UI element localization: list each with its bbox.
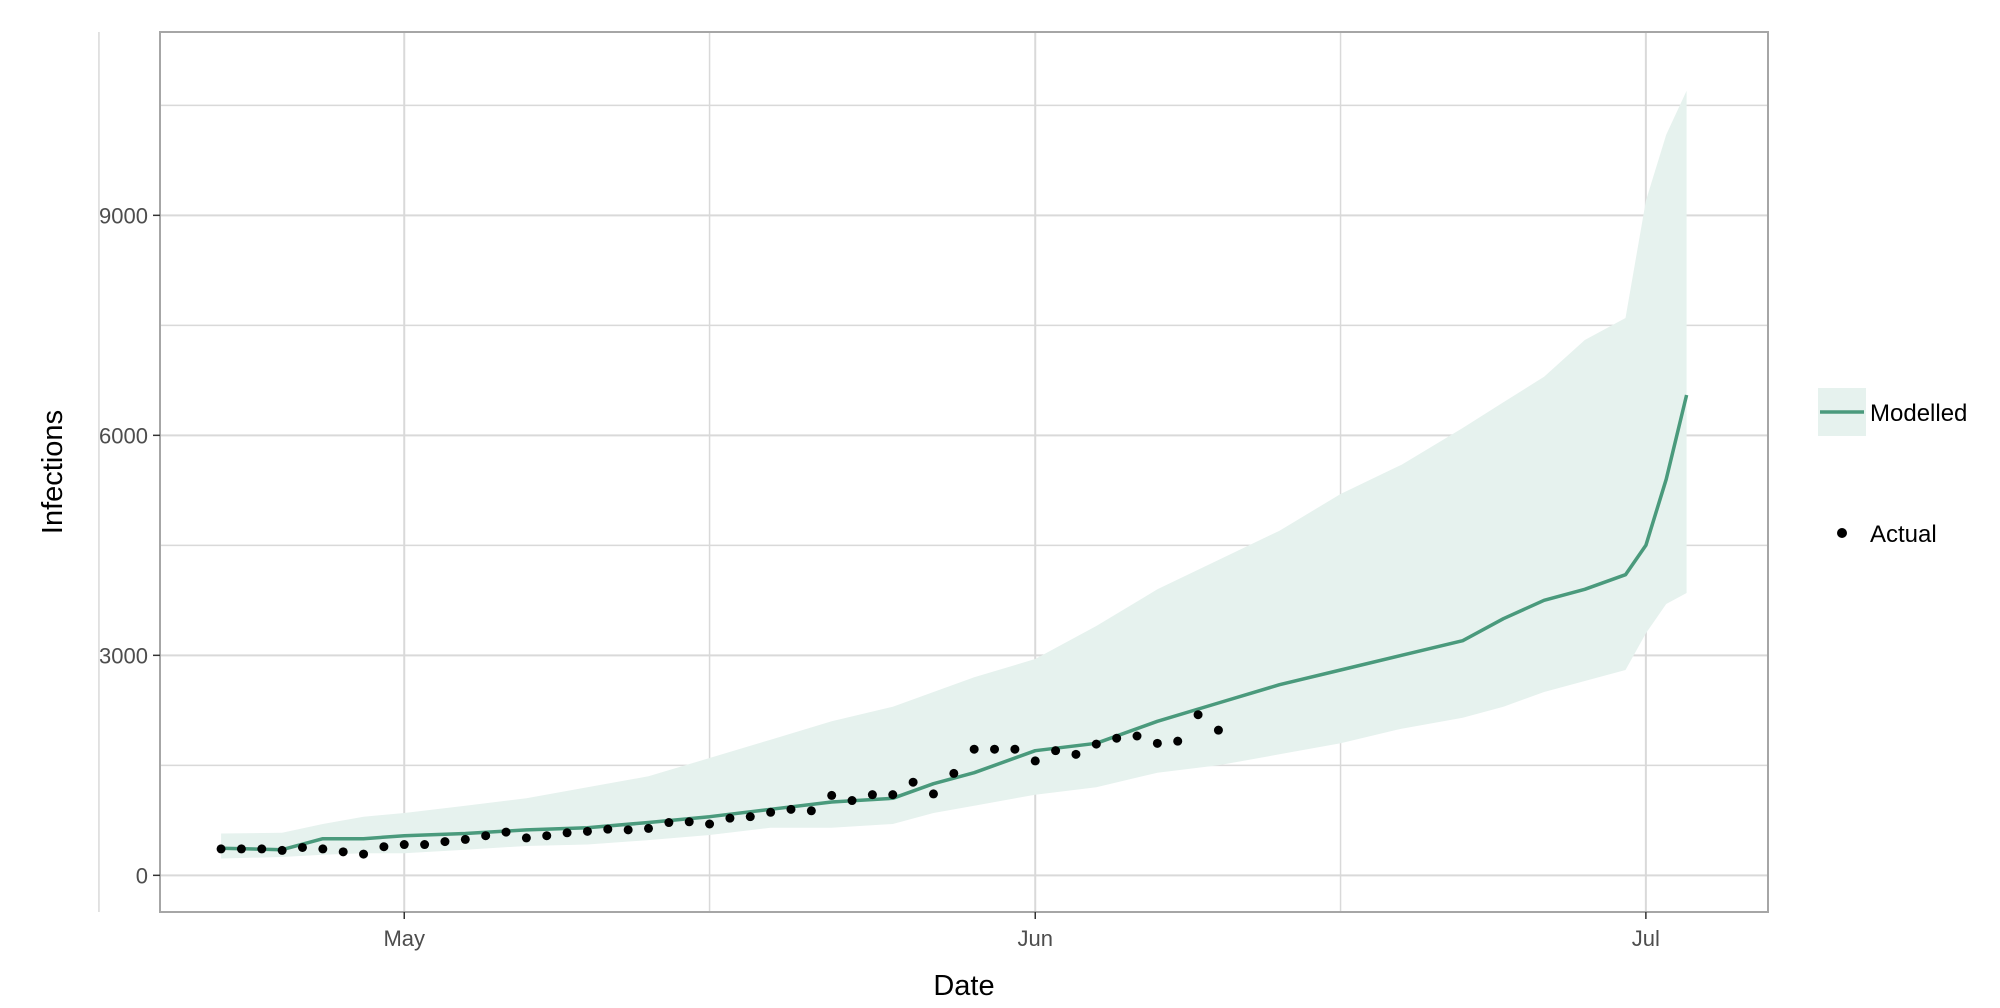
y-tick-label: 9000 (99, 203, 148, 228)
actual-point (481, 831, 491, 841)
actual-point (664, 818, 674, 828)
actual-point (338, 847, 348, 857)
actual-point (786, 804, 796, 814)
actual-point (582, 826, 592, 836)
actual-point (1071, 749, 1081, 759)
minor-gridlines (98, 32, 1768, 912)
actual-point (1132, 731, 1142, 741)
actual-point (806, 806, 816, 816)
x-axis: May Jun Jul (383, 912, 1660, 951)
y-tick-label: 3000 (99, 643, 148, 668)
actual-point (501, 827, 511, 837)
actual-point (1173, 736, 1183, 746)
y-axis: 0 3000 6000 9000 (99, 203, 160, 888)
actual-point (562, 828, 572, 838)
actual-point (623, 825, 633, 835)
actual-point (644, 823, 654, 833)
actual-point (949, 768, 959, 778)
actual-point (745, 812, 755, 822)
actual-point (399, 840, 409, 850)
panel-border (159, 31, 1769, 913)
actual-point (766, 807, 776, 817)
actual-point (440, 837, 450, 847)
actual-point (542, 831, 552, 841)
actual-point (379, 842, 389, 852)
actual-point (1193, 710, 1203, 720)
actual-point (420, 840, 430, 850)
actual-point (257, 844, 267, 854)
actual-point (603, 824, 613, 834)
x-axis-title: Date (933, 970, 994, 1002)
actual-point (847, 796, 857, 806)
actual-point (236, 844, 246, 854)
x-tick-label: May (383, 926, 425, 951)
actual-point (684, 817, 694, 827)
actual-point (1112, 733, 1122, 743)
actual-point (297, 842, 307, 852)
legend-label-actual: Actual (1870, 521, 1937, 548)
actual-point (827, 790, 837, 800)
actual-point (460, 834, 470, 844)
legend: Modelled Actual (1818, 388, 1967, 548)
y-axis-title: Infections (37, 410, 69, 534)
x-tick-label: Jun (1017, 926, 1052, 951)
actual-point (990, 744, 1000, 754)
actual-point (359, 849, 369, 859)
actual-point (216, 844, 226, 854)
actual-point (1051, 746, 1061, 756)
actual-point (521, 833, 531, 843)
legend-key-actual-point (1837, 528, 1847, 538)
actual-points (216, 710, 1223, 859)
y-tick-label: 6000 (99, 423, 148, 448)
actual-point (705, 819, 715, 829)
actual-point (867, 790, 877, 800)
modelled-line (221, 394, 1689, 852)
actual-point (1010, 744, 1020, 754)
actual-point (908, 777, 918, 787)
x-tick-label: Jul (1632, 926, 1660, 951)
actual-point (888, 790, 898, 800)
actual-point (1213, 725, 1223, 735)
actual-point (969, 744, 979, 754)
actual-point (928, 789, 938, 799)
actual-point (277, 845, 287, 855)
actual-point (1152, 738, 1162, 748)
actual-point (1091, 739, 1101, 749)
y-tick-label: 0 (136, 863, 148, 888)
actual-point (1030, 756, 1040, 766)
legend-label-modelled: Modelled (1870, 400, 1967, 427)
actual-point (725, 813, 735, 823)
modelled-confidence-band (221, 90, 1687, 859)
actual-point (318, 844, 328, 854)
